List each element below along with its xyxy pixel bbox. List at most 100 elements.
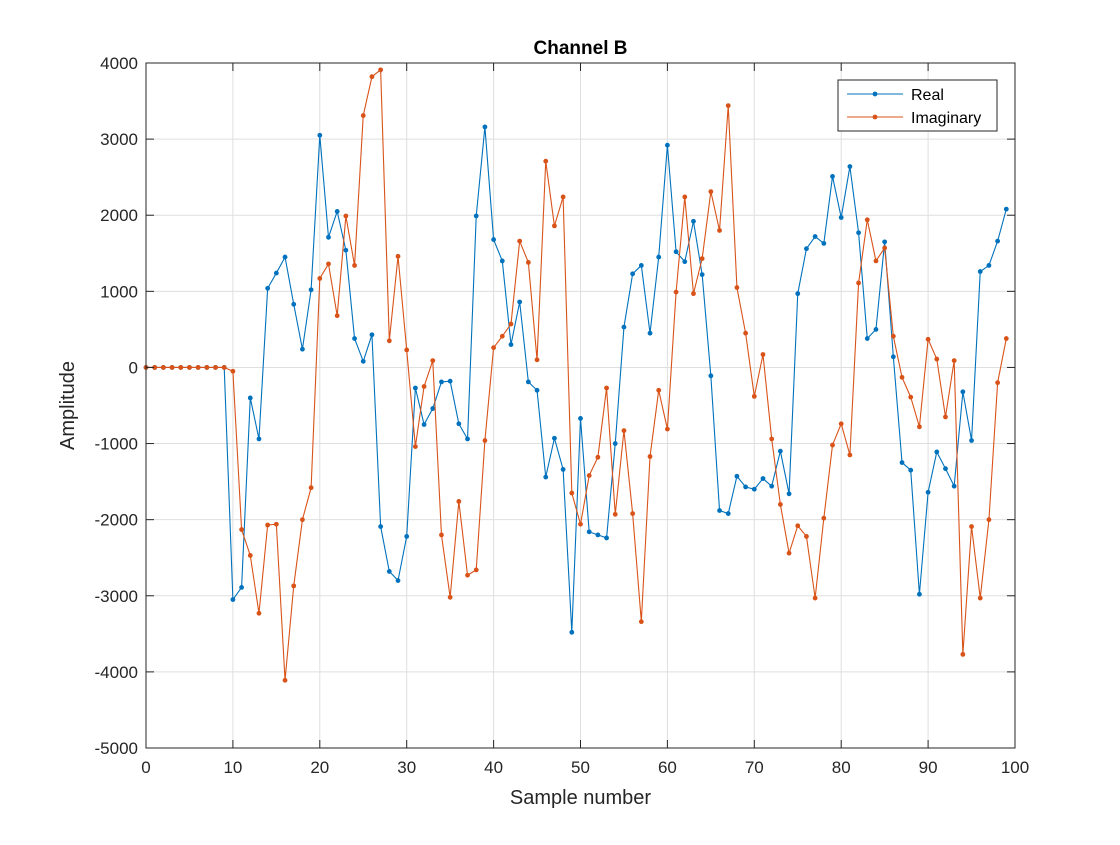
- data-point: [569, 490, 575, 496]
- legend: Real Imaginary: [837, 79, 998, 132]
- x-tick-label: 40: [484, 758, 503, 777]
- data-point: [795, 523, 801, 529]
- data-point: [395, 578, 401, 583]
- data-point: [578, 416, 583, 421]
- data-point: [630, 271, 636, 277]
- data-point: [943, 414, 948, 420]
- data-point: [621, 428, 627, 434]
- data-point: [743, 484, 749, 490]
- y-axis-label: Amplitude: [57, 361, 79, 450]
- data-point: [751, 486, 757, 492]
- data-point: [273, 521, 279, 527]
- data-point: [239, 527, 244, 532]
- data-point: [491, 345, 496, 351]
- data-point: [552, 435, 557, 441]
- data-point: [499, 333, 505, 339]
- data-point: [369, 74, 375, 80]
- data-point: [256, 436, 262, 442]
- data-point: [725, 511, 731, 516]
- data-point: [308, 485, 314, 491]
- data-point: [717, 228, 722, 233]
- y-tick-label: 4000: [100, 54, 138, 73]
- data-point: [743, 330, 749, 336]
- data-point: [873, 326, 879, 332]
- data-point: [977, 269, 983, 274]
- data-point: [656, 254, 662, 260]
- y-tick-label: -4000: [95, 663, 138, 682]
- data-point: [378, 524, 384, 529]
- data-point: [769, 436, 775, 442]
- data-point: [465, 436, 470, 442]
- ticks: [145, 62, 1016, 749]
- y-tick-label: 1000: [100, 282, 138, 301]
- data-point: [734, 473, 740, 479]
- data-point: [864, 217, 870, 223]
- data-point: [673, 249, 679, 255]
- y-tick-label: -2000: [95, 511, 138, 530]
- data-point: [534, 387, 540, 393]
- data-point: [447, 594, 453, 600]
- data-point: [404, 534, 410, 539]
- data-point: [612, 441, 618, 446]
- data-point: [543, 474, 549, 480]
- data-point: [856, 280, 861, 286]
- data-point: [465, 572, 470, 578]
- data-point: [300, 517, 305, 523]
- y-tick-label: -3000: [95, 587, 138, 606]
- data-point: [282, 677, 288, 683]
- data-point: [439, 532, 444, 538]
- data-point: [864, 336, 870, 341]
- data-point: [969, 524, 974, 529]
- data-point: [673, 289, 679, 295]
- data-point: [899, 374, 905, 380]
- series-layer: [143, 67, 1009, 683]
- data-point: [256, 610, 262, 616]
- data-point: [969, 438, 974, 443]
- legend-label: Real: [911, 87, 944, 104]
- data-point: [317, 275, 323, 281]
- data-point: [334, 313, 340, 319]
- data-point: [160, 365, 166, 370]
- x-tick-label: 10: [223, 758, 242, 777]
- data-point: [247, 553, 253, 558]
- data-point: [995, 380, 1001, 386]
- data-point: [360, 358, 366, 364]
- data-point: [682, 194, 688, 200]
- data-point: [578, 521, 583, 527]
- y-tick-label: -5000: [95, 739, 138, 758]
- data-point: [838, 215, 844, 220]
- data-point: [569, 629, 575, 635]
- data-point: [343, 213, 349, 219]
- data-point: [334, 209, 340, 214]
- legend-items: Real Imaginary: [847, 87, 981, 127]
- data-point: [804, 246, 809, 252]
- data-point: [282, 254, 288, 260]
- data-point: [317, 132, 323, 138]
- data-point: [595, 532, 601, 538]
- data-point: [934, 449, 940, 455]
- y-tick-label: 2000: [100, 206, 138, 225]
- data-point: [665, 426, 670, 432]
- series-line: [146, 69, 1007, 681]
- data-point: [534, 357, 540, 363]
- data-point: [273, 270, 279, 276]
- x-tick-label: 0: [141, 758, 150, 777]
- chart-title: Channel B: [534, 38, 628, 59]
- data-point: [404, 347, 410, 353]
- data-point: [995, 238, 1001, 244]
- data-point: [769, 483, 775, 489]
- data-point: [751, 393, 757, 399]
- data-point: [291, 301, 297, 307]
- legend-label: Imaginary: [911, 110, 981, 127]
- data-point: [326, 234, 331, 240]
- data-point: [1003, 336, 1009, 341]
- x-tick-label: 70: [745, 758, 764, 777]
- data-point: [378, 67, 384, 73]
- data-point: [360, 113, 366, 118]
- data-point: [439, 379, 444, 385]
- x-tick-label: 60: [658, 758, 677, 777]
- data-point: [943, 466, 948, 472]
- x-tick-label: 80: [832, 758, 851, 777]
